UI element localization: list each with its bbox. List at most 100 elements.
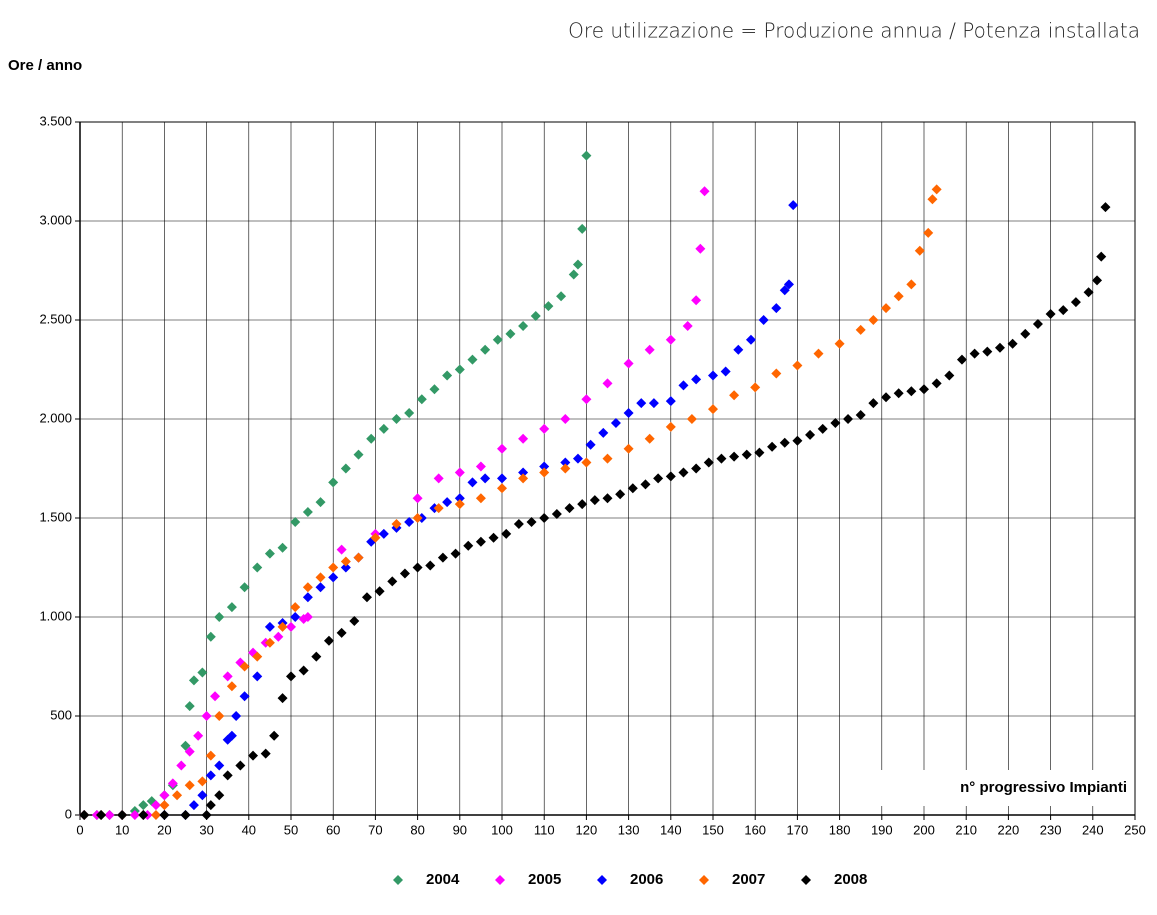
point: [568, 269, 579, 280]
point: [475, 536, 486, 547]
point: [201, 711, 212, 721]
point: [1100, 202, 1111, 213]
point: [475, 461, 486, 472]
point: [433, 503, 444, 514]
point: [269, 730, 280, 741]
point: [505, 328, 516, 339]
point: [231, 711, 242, 721]
point: [442, 370, 453, 381]
point: [239, 661, 250, 672]
point: [226, 730, 237, 741]
point: [277, 542, 288, 553]
y-tick-label: 1.500: [39, 509, 72, 524]
point: [653, 473, 664, 484]
point: [1007, 338, 1018, 349]
point: [691, 463, 702, 474]
point: [378, 528, 389, 539]
x-tick-label: 70: [368, 822, 382, 837]
point: [572, 453, 583, 464]
point: [159, 810, 170, 820]
point: [855, 324, 866, 335]
point: [205, 631, 216, 642]
legend-marker: [597, 875, 607, 885]
point: [104, 810, 115, 820]
point: [513, 518, 524, 529]
point: [969, 348, 980, 359]
x-tick-label: 240: [1082, 822, 1104, 837]
point: [868, 398, 879, 409]
point: [956, 354, 967, 365]
y-tick-label: 3.500: [39, 113, 72, 128]
point: [370, 532, 381, 543]
annotation: n° progressivo Impianti: [960, 779, 1127, 796]
point: [518, 467, 529, 478]
point: [881, 392, 892, 403]
x-tick-label: 10: [115, 822, 129, 837]
point: [150, 810, 161, 820]
point: [239, 691, 250, 702]
point: [572, 259, 583, 270]
x-tick-label: 150: [702, 822, 724, 837]
point: [480, 344, 491, 355]
point: [581, 150, 592, 161]
point: [302, 582, 313, 593]
x-tick-label: 220: [998, 822, 1020, 837]
point: [159, 790, 170, 801]
x-tick-label: 0: [76, 822, 83, 837]
point: [425, 560, 436, 571]
point: [290, 612, 301, 622]
point: [518, 320, 529, 331]
point: [931, 184, 942, 195]
point: [994, 342, 1005, 353]
point: [454, 364, 465, 375]
point: [501, 528, 512, 539]
point: [96, 810, 107, 820]
point: [298, 665, 309, 676]
point: [636, 398, 647, 409]
point: [340, 562, 351, 573]
point: [720, 366, 731, 377]
point: [931, 378, 942, 389]
point: [754, 447, 765, 458]
point: [454, 493, 465, 504]
point: [239, 582, 250, 593]
point: [708, 404, 718, 415]
point: [817, 423, 828, 434]
point: [188, 675, 199, 686]
point: [117, 810, 128, 820]
point: [429, 384, 440, 395]
point: [264, 548, 275, 559]
point: [416, 394, 427, 405]
point: [214, 612, 225, 622]
point: [387, 576, 398, 587]
point: [623, 443, 634, 454]
point: [1092, 275, 1103, 286]
point: [577, 499, 588, 510]
point: [729, 451, 740, 462]
point: [893, 388, 904, 399]
point: [539, 461, 550, 472]
point: [665, 421, 676, 432]
x-tick-label: 190: [871, 822, 893, 837]
point: [138, 800, 149, 811]
point: [733, 344, 744, 355]
point: [412, 513, 423, 523]
point: [214, 711, 225, 721]
point: [197, 776, 208, 787]
point: [518, 473, 529, 484]
point: [906, 279, 917, 290]
point: [361, 592, 372, 603]
point: [982, 346, 993, 357]
point: [488, 532, 499, 543]
point: [277, 621, 288, 632]
legend-label: 2007: [732, 871, 765, 888]
point: [530, 311, 541, 322]
x-tick-label: 110: [534, 822, 555, 837]
point: [260, 748, 271, 759]
point: [906, 386, 917, 397]
point: [644, 433, 655, 444]
point: [264, 621, 275, 632]
point: [771, 368, 782, 379]
point: [475, 493, 486, 504]
point: [779, 437, 790, 448]
